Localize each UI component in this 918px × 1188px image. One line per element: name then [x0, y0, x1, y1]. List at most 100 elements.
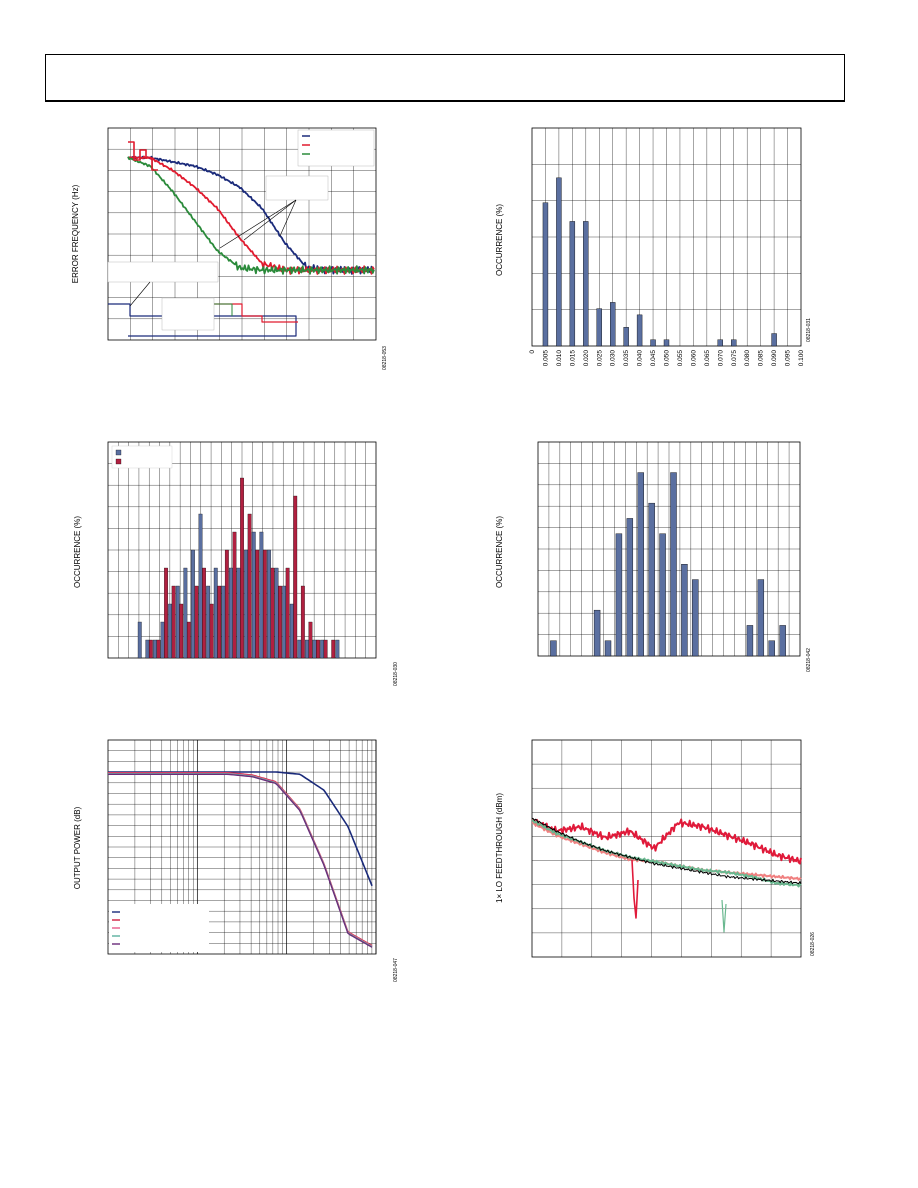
bar [610, 302, 616, 347]
bar [213, 567, 218, 659]
bar [323, 639, 328, 659]
chart-output-power-legend-lines [112, 911, 120, 945]
x-tick-label: 0.060 [690, 350, 697, 367]
chart-lo-feedthrough-ylabel: 1× LO FEEDTHROUGH (dBm) [495, 793, 504, 903]
x-tick-label: 0.015 [569, 350, 576, 367]
bar [206, 585, 211, 659]
bar [160, 621, 165, 659]
bar [236, 567, 241, 659]
bar [659, 533, 666, 657]
bar [717, 339, 723, 347]
bar [650, 339, 656, 347]
bar [232, 531, 237, 659]
x-tick-label: 0.005 [542, 350, 549, 367]
chart-occurrence-mid-left: OCCURRENCE (%) 08218-030 [73, 441, 399, 686]
bar [681, 564, 688, 657]
x-tick-label: 0.035 [623, 350, 630, 367]
bar [556, 177, 562, 347]
legend-swatch-2 [115, 458, 122, 465]
bar [297, 639, 302, 659]
x-tick-label: 0.055 [677, 350, 684, 367]
bar [202, 567, 206, 659]
bar [168, 603, 173, 659]
chart-occurrence-top-right-bars [542, 177, 777, 347]
chart-output-power-ylabel: OUTPUT POWER (dB) [73, 806, 82, 889]
bar [194, 585, 199, 659]
x-tick-label: 0.075 [731, 350, 738, 367]
bar [217, 585, 222, 659]
bar [615, 533, 623, 657]
bar [209, 603, 214, 659]
bar [270, 567, 275, 659]
chart-error-frequency-ylabel: ERROR FREQUENCY (Hz) [71, 184, 80, 283]
bar [316, 639, 320, 659]
series-step-red [128, 141, 158, 171]
bar [663, 339, 670, 347]
chart-lo-feedthrough-figure-id: 08218-026 [810, 932, 816, 956]
bar [247, 513, 252, 659]
series-line-4 [531, 817, 802, 885]
bar [137, 621, 142, 659]
chart-occurrence-mid-left-figure-id: 08218-030 [393, 662, 399, 686]
bar [596, 308, 602, 347]
bar [164, 567, 168, 659]
chart-occurrence-top-right-ylabel: OCCURRENCE (%) [495, 204, 504, 276]
chart-occurrence-mid-right: OCCURRENCE (%) 08218-042 [495, 441, 812, 672]
bar [148, 639, 153, 659]
x-tick-label: 0.045 [650, 350, 657, 367]
chart-occurrence-mid-right-ylabel: OCCURRENCE (%) [495, 516, 504, 588]
series-spike-red [631, 859, 639, 919]
chart-occurrence-mid-right-bars [550, 472, 786, 657]
chart-occurrence-mid-right-figure-id: 08218-042 [806, 648, 812, 672]
bar [259, 531, 264, 659]
chart-error-frequency-figure-id: 08218-053 [382, 346, 388, 370]
bar [320, 639, 325, 659]
chart-output-power-legend [109, 904, 209, 952]
bar [626, 518, 634, 657]
x-tick-label: 0.030 [610, 350, 617, 367]
bar [293, 495, 298, 659]
bar [779, 625, 786, 657]
x-tick-label: 0.025 [596, 350, 603, 367]
series-line-1 [531, 818, 802, 865]
bar [331, 639, 336, 659]
chart-occurrence-top-right-grid [532, 128, 801, 346]
bar [186, 621, 191, 659]
bar [305, 639, 309, 659]
bar [768, 640, 775, 657]
annotation-box-3 [161, 297, 215, 331]
series-line-3 [127, 156, 375, 275]
bar [240, 477, 244, 659]
chart-output-power-series [108, 771, 373, 948]
x-tick-label: 0.065 [704, 350, 711, 367]
bar [289, 603, 294, 659]
chart-lo-feedthrough-frame [531, 739, 802, 958]
x-tick-label: 0 [529, 350, 536, 354]
x-tick-label: 0.050 [664, 350, 671, 367]
chart-error-frequency: ERROR FREQUENCY (Hz) 08218-053 [71, 127, 388, 370]
chart-occurrence-top-right: 0 0.005 0.010 0.015 0.020 0.025 0.030 0.035 0.04… [495, 127, 812, 367]
bar [262, 549, 267, 659]
page-header-box [45, 54, 845, 102]
bar [274, 567, 279, 659]
bar [198, 513, 203, 659]
bar [312, 639, 317, 659]
chart-occurrence-mid-left-ylabel: OCCURRENCE (%) [73, 516, 82, 588]
bar [179, 603, 184, 659]
chart-output-power: OUTPUT POWER (dB) 08218-047 [73, 739, 399, 982]
x-tick-label: 0.010 [556, 350, 563, 367]
x-tick-label: 0.040 [637, 350, 644, 367]
annotation-arrow-2 [243, 199, 297, 241]
bar [171, 585, 176, 659]
bar [757, 579, 765, 657]
bar [183, 567, 188, 659]
bar [278, 585, 282, 659]
bar [692, 579, 699, 657]
series-step-green-low [214, 303, 233, 316]
bar [583, 221, 589, 347]
bar [255, 549, 260, 659]
bar [267, 549, 271, 659]
bar [648, 502, 655, 657]
bar [156, 639, 161, 659]
